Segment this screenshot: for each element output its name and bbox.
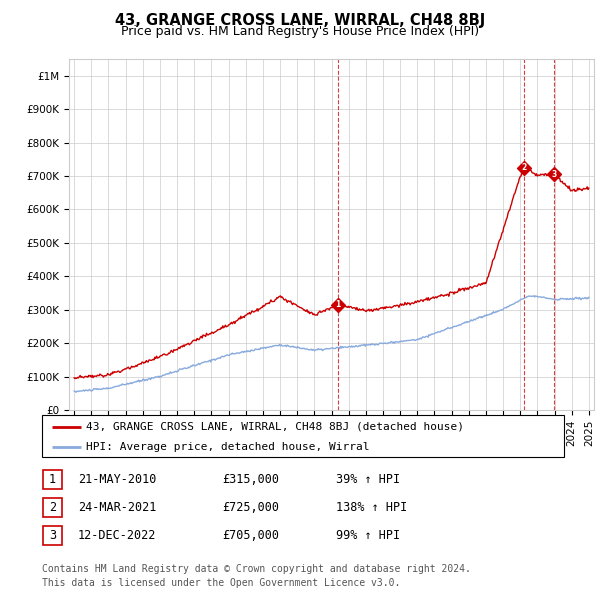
Text: 3: 3 xyxy=(49,529,56,542)
Text: 3: 3 xyxy=(551,170,556,179)
Text: £725,000: £725,000 xyxy=(222,501,279,514)
Text: 21-MAY-2010: 21-MAY-2010 xyxy=(78,473,157,486)
Text: Price paid vs. HM Land Registry's House Price Index (HPI): Price paid vs. HM Land Registry's House … xyxy=(121,25,479,38)
Text: 2: 2 xyxy=(521,163,527,172)
Text: 99% ↑ HPI: 99% ↑ HPI xyxy=(336,529,400,542)
Text: 1: 1 xyxy=(49,473,56,486)
Text: 43, GRANGE CROSS LANE, WIRRAL, CH48 8BJ: 43, GRANGE CROSS LANE, WIRRAL, CH48 8BJ xyxy=(115,13,485,28)
Text: £705,000: £705,000 xyxy=(222,529,279,542)
Text: 39% ↑ HPI: 39% ↑ HPI xyxy=(336,473,400,486)
Text: 1: 1 xyxy=(335,300,341,309)
Text: 2: 2 xyxy=(49,501,56,514)
FancyBboxPatch shape xyxy=(42,415,564,457)
Text: 138% ↑ HPI: 138% ↑ HPI xyxy=(336,501,407,514)
Text: 12-DEC-2022: 12-DEC-2022 xyxy=(78,529,157,542)
Text: £315,000: £315,000 xyxy=(222,473,279,486)
FancyBboxPatch shape xyxy=(43,526,62,545)
Text: HPI: Average price, detached house, Wirral: HPI: Average price, detached house, Wirr… xyxy=(86,442,370,451)
Text: Contains HM Land Registry data © Crown copyright and database right 2024.
This d: Contains HM Land Registry data © Crown c… xyxy=(42,565,471,588)
Text: 43, GRANGE CROSS LANE, WIRRAL, CH48 8BJ (detached house): 43, GRANGE CROSS LANE, WIRRAL, CH48 8BJ … xyxy=(86,422,464,432)
FancyBboxPatch shape xyxy=(43,498,62,517)
Text: 24-MAR-2021: 24-MAR-2021 xyxy=(78,501,157,514)
FancyBboxPatch shape xyxy=(43,470,62,489)
